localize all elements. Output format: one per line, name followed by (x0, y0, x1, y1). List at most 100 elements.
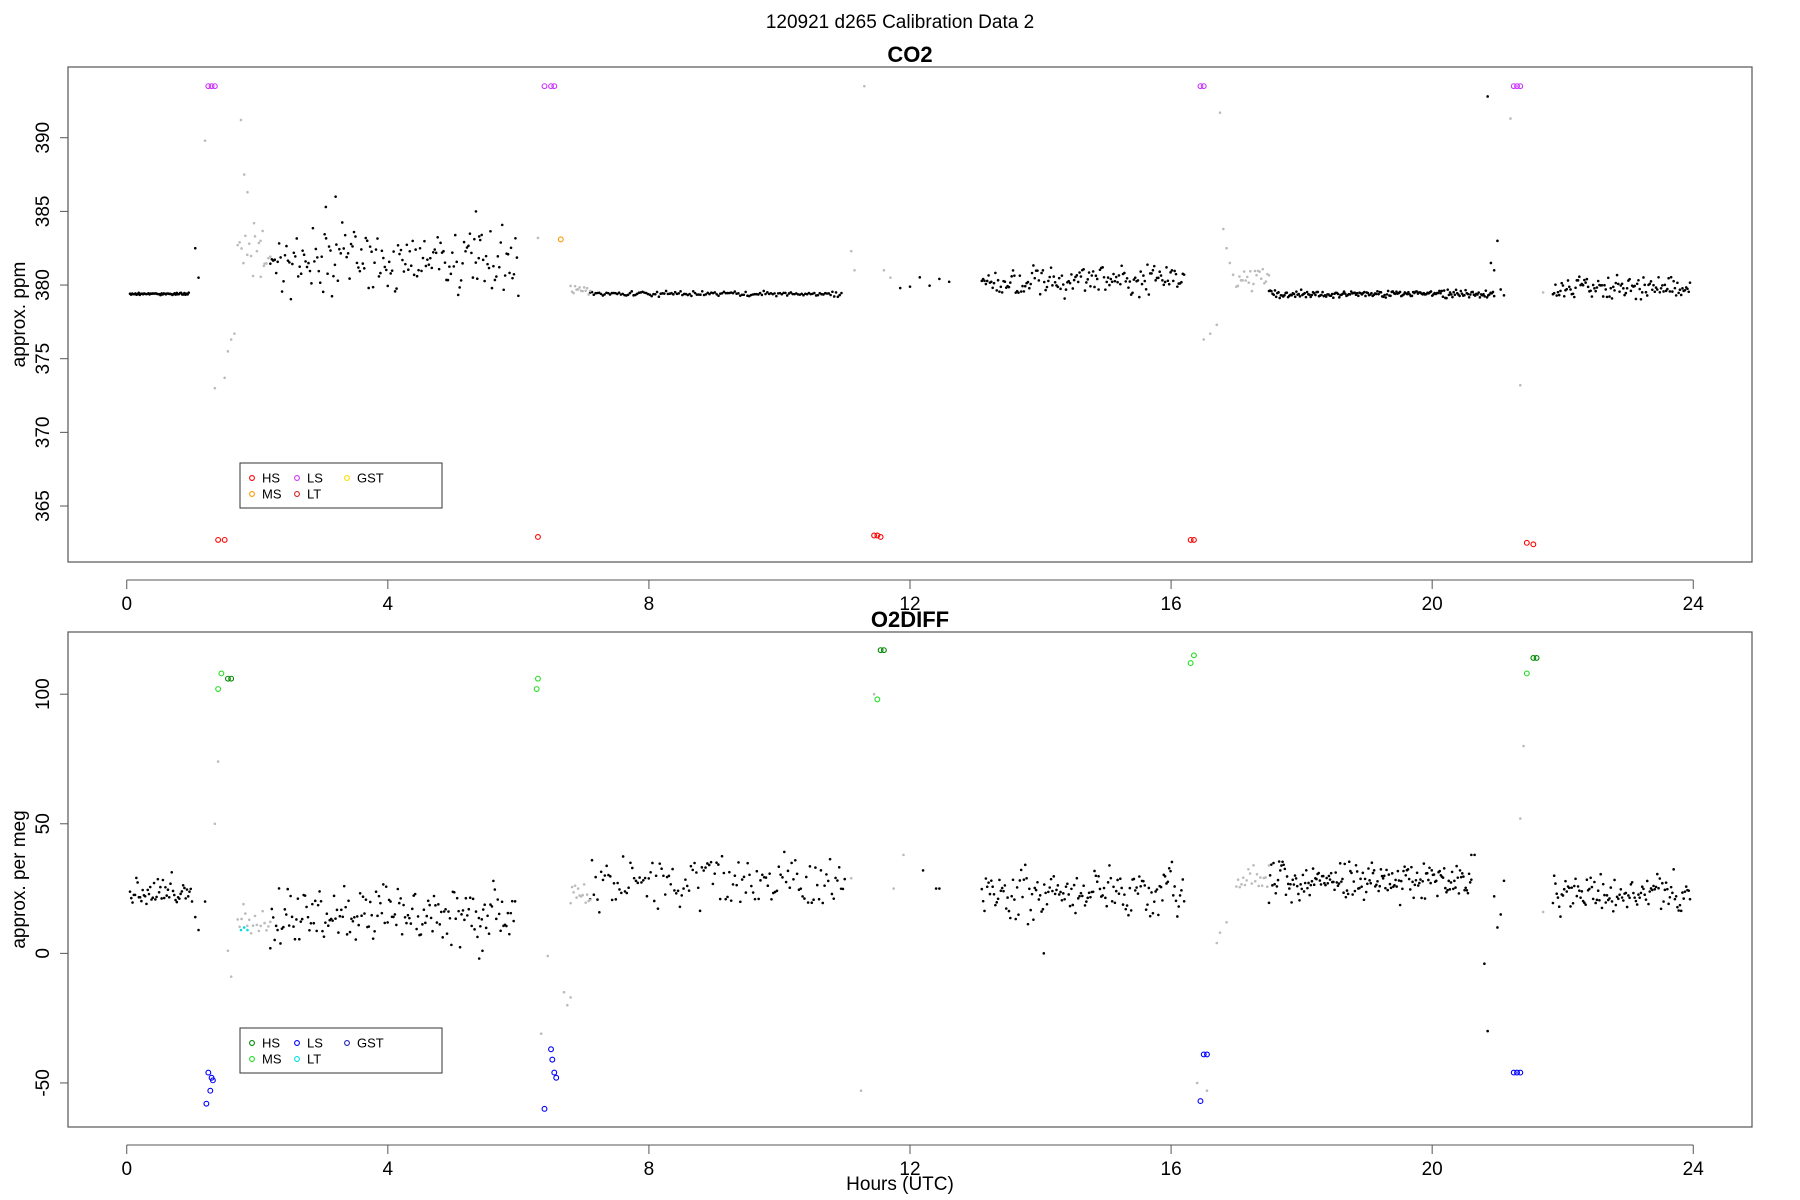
data-point (780, 292, 784, 296)
data-point (1590, 295, 1594, 298)
data-point (1601, 882, 1605, 886)
data-point (1325, 876, 1328, 880)
data-point (1102, 275, 1106, 279)
data-point (1152, 264, 1156, 268)
data-point (506, 911, 510, 915)
data-point (1591, 897, 1595, 901)
data-point (652, 899, 656, 903)
data-point (1471, 290, 1475, 294)
data-point (707, 863, 711, 867)
data-point (1332, 880, 1335, 884)
data-point (793, 858, 797, 862)
data-point (314, 247, 318, 251)
data-point (1407, 290, 1410, 294)
data-point (1663, 888, 1667, 892)
data-point (581, 893, 584, 897)
data-point (1337, 882, 1341, 885)
data-point (238, 241, 241, 244)
data-point (1428, 866, 1431, 870)
data-point (1042, 883, 1046, 886)
data-point (1609, 886, 1613, 889)
data-point (1453, 879, 1456, 883)
data-point (1482, 292, 1485, 296)
data-point (607, 873, 610, 877)
data-point (981, 899, 985, 903)
x-tick-label: 0 (121, 1159, 132, 1180)
legend-marker (344, 475, 350, 481)
data-point (298, 937, 301, 941)
data-point (596, 898, 599, 901)
data-point (331, 919, 334, 922)
data-point (339, 252, 343, 255)
data-point (726, 895, 729, 899)
data-point (1659, 287, 1663, 290)
data-point (308, 269, 312, 273)
data-point (421, 923, 424, 926)
data-point (757, 897, 760, 901)
data-point (1072, 883, 1076, 887)
data-point (1299, 883, 1302, 886)
data-point (1388, 882, 1392, 886)
data-point (1561, 284, 1565, 287)
data-point (1064, 885, 1068, 888)
data-point (1180, 889, 1183, 892)
data-point (638, 876, 641, 879)
calibration-point (1517, 1069, 1524, 1076)
data-point (289, 894, 292, 898)
data-point (1578, 889, 1581, 892)
data-point (344, 905, 347, 909)
calibration-point (205, 1069, 212, 1076)
calibration-point (533, 686, 540, 692)
data-point (1460, 292, 1464, 295)
data-point (1470, 853, 1473, 857)
data-point (1598, 898, 1601, 902)
data-point (768, 872, 771, 875)
data-point (708, 292, 711, 296)
data-point (1037, 279, 1041, 282)
data-point (781, 876, 784, 879)
data-point (1007, 909, 1011, 913)
data-point (1060, 898, 1064, 902)
data-point (1557, 293, 1561, 297)
data-point (938, 887, 941, 890)
data-point (814, 866, 817, 869)
data-point (1335, 881, 1339, 884)
data-point (1052, 875, 1056, 878)
data-point (490, 905, 494, 908)
data-point (1402, 293, 1405, 296)
data-point (458, 286, 461, 289)
data-point (164, 885, 167, 889)
data-point (614, 898, 618, 901)
data-point (1614, 903, 1618, 907)
data-point (1358, 886, 1361, 890)
data-point (1247, 281, 1251, 284)
data-point (1057, 893, 1061, 896)
data-point (137, 291, 141, 295)
data-point (999, 285, 1003, 289)
data-point (1595, 898, 1599, 902)
data-point (693, 861, 696, 865)
data-point (455, 896, 459, 900)
data-point (395, 287, 398, 290)
data-point (1393, 292, 1397, 296)
data-point (687, 889, 691, 892)
data-point (510, 899, 514, 903)
data-point (998, 878, 1001, 882)
data-point (715, 861, 718, 864)
data-point (1285, 291, 1289, 294)
data-point (1397, 879, 1401, 882)
data-point (179, 892, 182, 896)
data-point (1042, 280, 1046, 284)
data-point (985, 279, 989, 283)
data-point (1228, 261, 1232, 265)
data-point (834, 291, 838, 294)
data-point (251, 924, 255, 927)
data-point (1125, 904, 1129, 907)
data-point (242, 173, 246, 176)
data-point (1405, 292, 1409, 296)
data-point (305, 265, 309, 269)
data-point (357, 923, 360, 927)
data-point (1386, 888, 1389, 892)
calibration-point (1523, 670, 1530, 677)
